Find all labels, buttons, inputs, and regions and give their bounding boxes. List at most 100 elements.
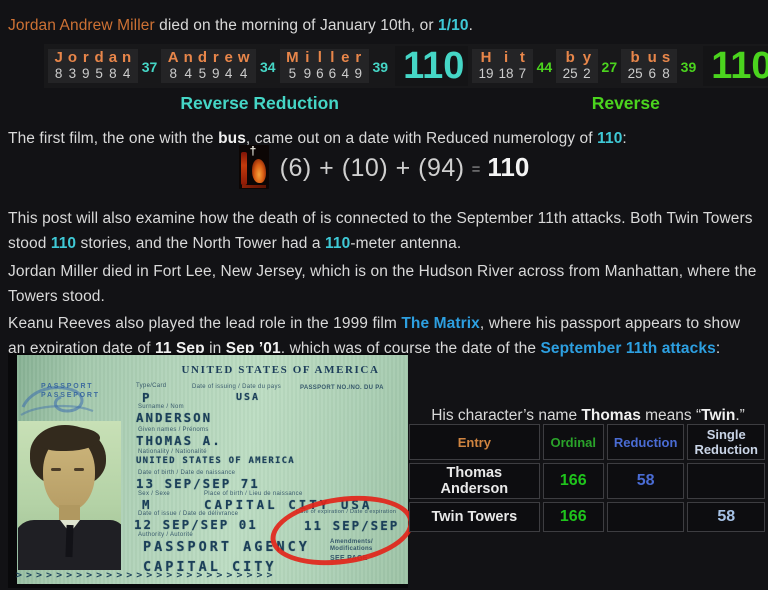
gematria-letter-value: 9 — [354, 66, 362, 81]
gematria-letter-column: b 25 — [560, 50, 580, 82]
gematria-letter-value: 9 — [303, 66, 312, 81]
gematria-letter-value: 18 — [498, 66, 514, 81]
intro-paragraph: Jordan Andrew Miller died on the morning… — [8, 13, 760, 38]
photo-right-eye — [74, 468, 84, 471]
movie-poster-icon: † — [238, 145, 269, 189]
gematria-letter: a — [108, 49, 118, 66]
passport-word-en: PASSPORT — [41, 383, 94, 390]
sept-text-1: This post will also examine how the deat… — [8, 209, 753, 252]
authority-label: Authority / Autorité — [138, 532, 194, 538]
nationality-value: UNITED STATES OF AMERICA — [136, 456, 295, 466]
jordan-miller-link[interactable]: Jordan Andrew Miller — [8, 16, 155, 34]
date-numerology-equation: † (6) + (10) + (94) = 110 — [0, 145, 768, 189]
gematria-letter-value: 9 — [82, 66, 90, 81]
gematria-letter: u — [647, 49, 657, 66]
caption-text-1: His character’s name — [431, 406, 582, 424]
single-reduction-cell — [687, 463, 765, 499]
film-text-2: , came out on a date with Reduced numero… — [245, 129, 598, 147]
the-matrix-link[interactable]: The Matrix — [401, 314, 480, 332]
cipher-label-reverse: Reverse — [591, 93, 660, 113]
gematria-letter-value: 5 — [95, 66, 103, 81]
gematria-word: b 25 u 6 s 8 — [621, 49, 677, 83]
gematria-word-subtotal: 39 — [680, 59, 697, 75]
caption-text-3: .” — [735, 406, 745, 424]
reduction-cell — [606, 502, 685, 532]
amendments-label-1: Amendments/ — [330, 539, 373, 545]
type-label: Type/Card — [136, 383, 167, 389]
equation-terms: (6) + (10) + (94) — [279, 153, 465, 182]
reduction-column-header: Reduction — [606, 424, 685, 460]
gematria-letter: r — [82, 49, 89, 66]
gematria-letter-value: 8 — [169, 66, 177, 81]
gematria-letter: s — [661, 49, 671, 66]
table-header-row: Entry Ordinal Reduction Single Reduction — [409, 424, 765, 460]
gematria-letter-value: 8 — [109, 66, 117, 81]
sex-label: Sex / Sexe — [138, 491, 171, 497]
gematria-letter-value: 25 — [562, 66, 578, 81]
gematria-row: H 19 i 18 t 7 44 b 25 y 2 27 b 25 u 6 s 8 39 110 — [468, 44, 768, 88]
poster-flame-figure — [251, 159, 266, 183]
film-110-number: 110 — [597, 129, 623, 147]
gematria-letter: n — [183, 49, 193, 66]
sex-value: M — [142, 497, 152, 512]
passport-eagle-emblem: PASSPORT PASSEPORT — [17, 381, 101, 421]
gematria-letter-value: 4 — [184, 66, 192, 81]
gematria-letter: t — [519, 49, 525, 66]
gematria-letter-value: 6 — [648, 66, 656, 81]
gematria-letter-value: 2 — [583, 66, 591, 81]
birth-date-value: 13 SEP/SEP 71 — [136, 476, 260, 491]
equation-text: (6) + (10) + (94) = 110 — [280, 152, 530, 183]
gematria-letter-value: 9 — [211, 66, 220, 81]
gematria-letter: e — [224, 49, 233, 66]
photo-hair-fringe — [38, 427, 100, 451]
code-value: USA — [236, 392, 261, 403]
table-row: Thomas Anderson 166 58 — [409, 463, 765, 499]
gematria-letter-value: 4 — [239, 66, 248, 81]
stories-110-number: 110 — [50, 234, 77, 252]
gematria-letter: r — [355, 49, 362, 66]
given-names-value: THOMAS A. — [136, 433, 222, 448]
intro-period: . — [468, 16, 474, 34]
matrix-text-1: Keanu Reeves also played the lead role i… — [8, 314, 402, 332]
reduction-cell: 58 — [606, 463, 685, 499]
gematria-word-subtotal: 39 — [372, 59, 389, 75]
gematria-letter-value: 8 — [662, 66, 670, 81]
gematria-block-hit-by-bus: H 19 i 18 t 7 44 b 25 y 2 27 b 25 u 6 s 8 39 110 Reverse — [468, 44, 768, 114]
matrix-text-4: , which was of course the date of the — [280, 339, 541, 357]
see-page-label: SEE PAGE — [330, 555, 368, 562]
gematria-letter: r — [212, 49, 219, 66]
sept-text-2: stories, and the North Tower had a — [76, 234, 326, 252]
authority-city-value: CAPITAL CITY — [143, 559, 277, 575]
gematria-word: H 19 i 18 t 7 — [472, 49, 533, 83]
photo-tie — [65, 524, 74, 558]
september-11-attacks-link[interactable]: September 11th attacks — [540, 339, 716, 357]
gematria-letter-value: 4 — [224, 66, 233, 81]
passport-country-header: UNITED STATES OF AMERICA — [181, 364, 380, 376]
matrix-passport-image: PASSPORT PASSEPORT UNITED STATES OF AMER… — [8, 353, 426, 588]
eagle-swirl-icon — [20, 386, 94, 416]
ordinal-cell: 166 — [542, 502, 604, 532]
passport-word-fr: PASSEPORT — [41, 392, 100, 399]
cipher-label-reverse-reduction: Reverse Reduction — [180, 93, 339, 113]
gematria-word: b 25 y 2 — [556, 49, 598, 83]
film-paragraph: The first film, the one with the bus, ca… — [8, 126, 760, 151]
gematria-letter: J — [54, 49, 63, 66]
entry-cell: Twin Towers — [409, 502, 540, 532]
date-110-number: 1/10 — [438, 16, 469, 34]
gematria-letter-value: 8 — [54, 66, 63, 81]
gematria-letter-value: 6 — [328, 66, 337, 81]
intro-text: died on the morning of January 10th, or — [154, 16, 439, 34]
issue-date-value: 12 SEP/SEP 01 — [134, 517, 258, 532]
